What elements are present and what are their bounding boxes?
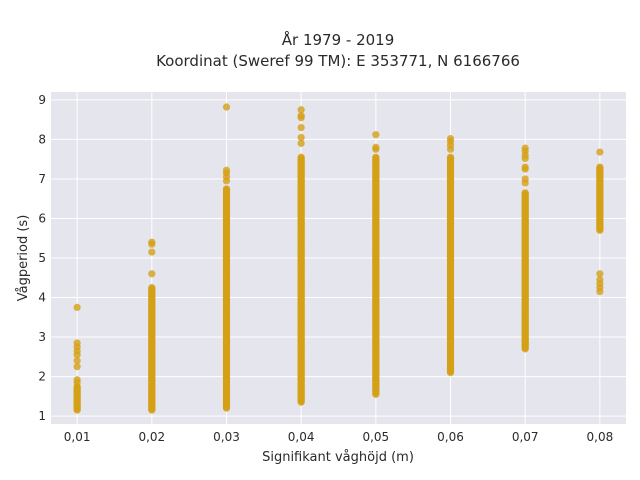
data-point	[73, 376, 81, 384]
gridlines	[51, 92, 626, 424]
data-point	[73, 357, 81, 365]
data-point	[596, 148, 604, 156]
data-point	[297, 153, 305, 161]
data-point	[148, 270, 156, 278]
data-point	[297, 106, 305, 114]
data-point	[222, 185, 231, 193]
y-tick-label: 3	[38, 330, 46, 344]
x-tick-label: 0,01	[64, 430, 91, 444]
data-point	[297, 112, 305, 120]
y-tick-label: 4	[38, 291, 46, 305]
data-point	[148, 248, 156, 256]
data-point	[521, 163, 529, 171]
data-point	[521, 175, 529, 183]
x-tick-label: 0,08	[587, 430, 614, 444]
x-tick-label: 0,07	[512, 430, 539, 444]
data-point	[596, 163, 604, 171]
data-point	[297, 139, 305, 147]
data-point	[73, 339, 81, 347]
x-axis-label: Signifikant våghöjd (m)	[262, 450, 414, 465]
x-tick-label: 0,06	[437, 430, 464, 444]
y-tick-label: 8	[38, 132, 46, 146]
y-tick-label: 2	[38, 370, 46, 384]
tick-labels: 0,01 0,02 0,03 0,04 0,05 0,06 0,07 0,08 1 2 3 4 5 6 7 8…	[38, 93, 613, 444]
data-point	[297, 133, 305, 142]
y-tick-label: 6	[38, 211, 46, 225]
y-tick-label: 9	[38, 93, 46, 107]
data-point	[446, 153, 455, 161]
data-points	[73, 103, 604, 414]
data-point	[521, 189, 529, 197]
y-tick-label: 5	[38, 251, 46, 265]
data-point	[73, 363, 81, 371]
data-point	[372, 143, 380, 151]
data-point	[222, 166, 231, 174]
data-point	[372, 153, 380, 161]
data-point	[222, 103, 231, 111]
data-point	[372, 131, 380, 139]
data-point	[446, 135, 455, 143]
data-point	[596, 276, 604, 284]
chart-title-line1: År 1979 - 2019	[282, 30, 395, 49]
y-axis-label: Vågperiod (s)	[16, 215, 31, 302]
x-tick-label: 0,02	[138, 430, 165, 444]
data-point	[73, 303, 81, 312]
y-tick-label: 7	[38, 172, 46, 186]
data-point	[596, 270, 604, 278]
x-tick-label: 0,04	[288, 430, 315, 444]
x-tick-label: 0,05	[362, 430, 389, 444]
data-point	[297, 123, 305, 132]
y-tick-label: 1	[38, 409, 46, 423]
data-point	[148, 238, 156, 246]
chart-title-line2: Koordinat (Sweref 99 TM): E 353771, N 61…	[156, 52, 520, 70]
data-point	[148, 284, 156, 292]
data-point	[521, 144, 529, 152]
x-tick-label: 0,03	[213, 430, 240, 444]
